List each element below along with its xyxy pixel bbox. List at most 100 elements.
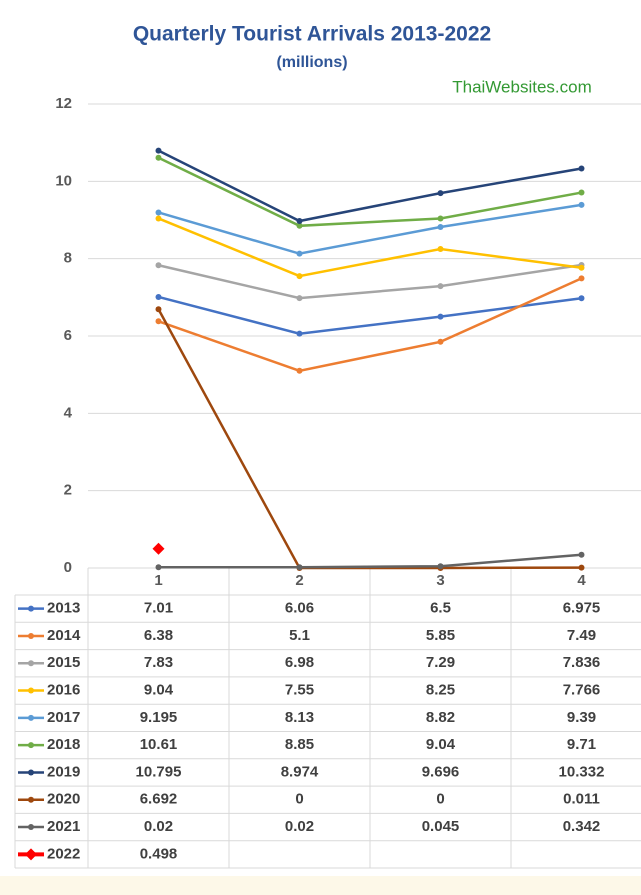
data-point — [155, 154, 162, 161]
legend-marker — [28, 796, 34, 803]
table-cell: 5.85 — [426, 627, 455, 644]
chart-subtitle: (millions) — [276, 54, 347, 71]
data-point — [155, 293, 162, 300]
data-point — [296, 218, 303, 225]
table-cell: 7.01 — [144, 600, 173, 617]
data-point — [296, 222, 303, 229]
data-point — [296, 250, 303, 257]
series-line — [158, 553, 582, 569]
table-cell: 7.29 — [426, 654, 455, 671]
data-point — [155, 318, 162, 325]
series-line — [157, 149, 582, 223]
x-tick-label: 3 — [436, 572, 444, 589]
table-cell: 10.795 — [136, 763, 182, 780]
data-point — [578, 165, 585, 172]
series-line — [157, 308, 582, 570]
data-point — [437, 223, 444, 230]
data-point — [296, 295, 303, 302]
table-cell: 0 — [295, 791, 303, 808]
legend-label: 2014 — [47, 627, 81, 644]
table-cell: 8.974 — [281, 763, 319, 780]
y-tick-label: 8 — [64, 250, 72, 267]
data-point — [155, 262, 162, 269]
table-cell: 8.13 — [285, 709, 314, 726]
table-cell: 0.011 — [563, 791, 600, 808]
legend-marker — [28, 660, 34, 667]
table-cell: 6.06 — [285, 600, 314, 617]
data-point — [578, 551, 585, 558]
annotation: ThaiWebsites.com — [452, 77, 592, 96]
data-point — [296, 367, 303, 374]
footer-band — [0, 876, 641, 895]
table-cell: 8.25 — [426, 682, 455, 699]
table-cell: 5.1 — [289, 627, 310, 644]
data-point — [296, 273, 303, 280]
legend-label: 2020 — [47, 791, 80, 808]
table-cell: 8.82 — [426, 709, 455, 726]
data-point — [155, 215, 162, 222]
data-point — [437, 338, 444, 345]
series-line — [158, 203, 582, 255]
data-point — [578, 564, 585, 571]
table-cell: 7.49 — [567, 627, 596, 644]
legend-marker — [28, 742, 34, 749]
table-cell: 9.39 — [567, 709, 596, 726]
chart-title: Quarterly Tourist Arrivals 2013-2022 — [133, 23, 491, 46]
legend-label: 2015 — [47, 654, 80, 671]
legend-marker — [28, 769, 34, 776]
table-cell: 0.342 — [563, 818, 601, 835]
data-point — [437, 563, 444, 570]
series-line — [158, 277, 583, 373]
data-point — [578, 295, 585, 302]
table-cell: 0.02 — [144, 818, 173, 835]
legend-label: 2019 — [47, 763, 80, 780]
table-cell: 9.195 — [140, 709, 178, 726]
x-tick-label: 1 — [154, 572, 162, 589]
data-point — [152, 542, 165, 555]
table-cell: 7.766 — [563, 682, 601, 699]
y-tick-label: 12 — [55, 95, 72, 112]
table-cell: 10.61 — [140, 736, 178, 753]
data-point — [296, 564, 303, 571]
y-tick-label: 10 — [55, 172, 72, 189]
x-tick-label: 4 — [577, 572, 586, 589]
legend-label: 2018 — [47, 736, 80, 753]
table-cell: 9.71 — [567, 736, 596, 753]
table-cell: 7.83 — [144, 654, 173, 671]
legend-marker — [25, 848, 37, 861]
data-point — [437, 283, 444, 290]
data-point — [155, 147, 162, 154]
data-point — [578, 189, 585, 196]
series-line — [158, 263, 582, 300]
table-cell: 0.045 — [422, 818, 460, 835]
table-cell: 8.85 — [285, 736, 314, 753]
x-tick-label: 2 — [295, 572, 303, 589]
legend-marker — [28, 714, 34, 721]
table-cell: 6.692 — [140, 791, 178, 808]
y-tick-label: 0 — [64, 559, 72, 576]
data-point — [155, 306, 162, 313]
y-tick-label: 4 — [64, 404, 73, 421]
series-line — [158, 217, 582, 278]
y-tick-label: 2 — [64, 482, 72, 499]
table-cell: 9.04 — [426, 736, 456, 753]
data-point — [578, 264, 585, 271]
data-point — [155, 564, 162, 571]
table-cell: 6.5 — [430, 600, 451, 617]
legend-label: 2013 — [47, 600, 80, 617]
data-point — [437, 190, 444, 197]
data-point — [437, 215, 444, 222]
series-line — [158, 295, 582, 335]
legend-marker — [28, 824, 34, 831]
series-line — [157, 156, 582, 228]
data-point — [155, 209, 162, 216]
table-cell: 6.975 — [563, 600, 601, 617]
legend-marker — [28, 605, 34, 612]
table-cell: 7.55 — [285, 682, 314, 699]
legend-label: 2016 — [47, 682, 80, 699]
data-point — [578, 201, 585, 208]
table-cell: 0.02 — [285, 818, 314, 835]
table-cell: 10.332 — [559, 763, 605, 780]
legend-label: 2021 — [47, 818, 80, 835]
